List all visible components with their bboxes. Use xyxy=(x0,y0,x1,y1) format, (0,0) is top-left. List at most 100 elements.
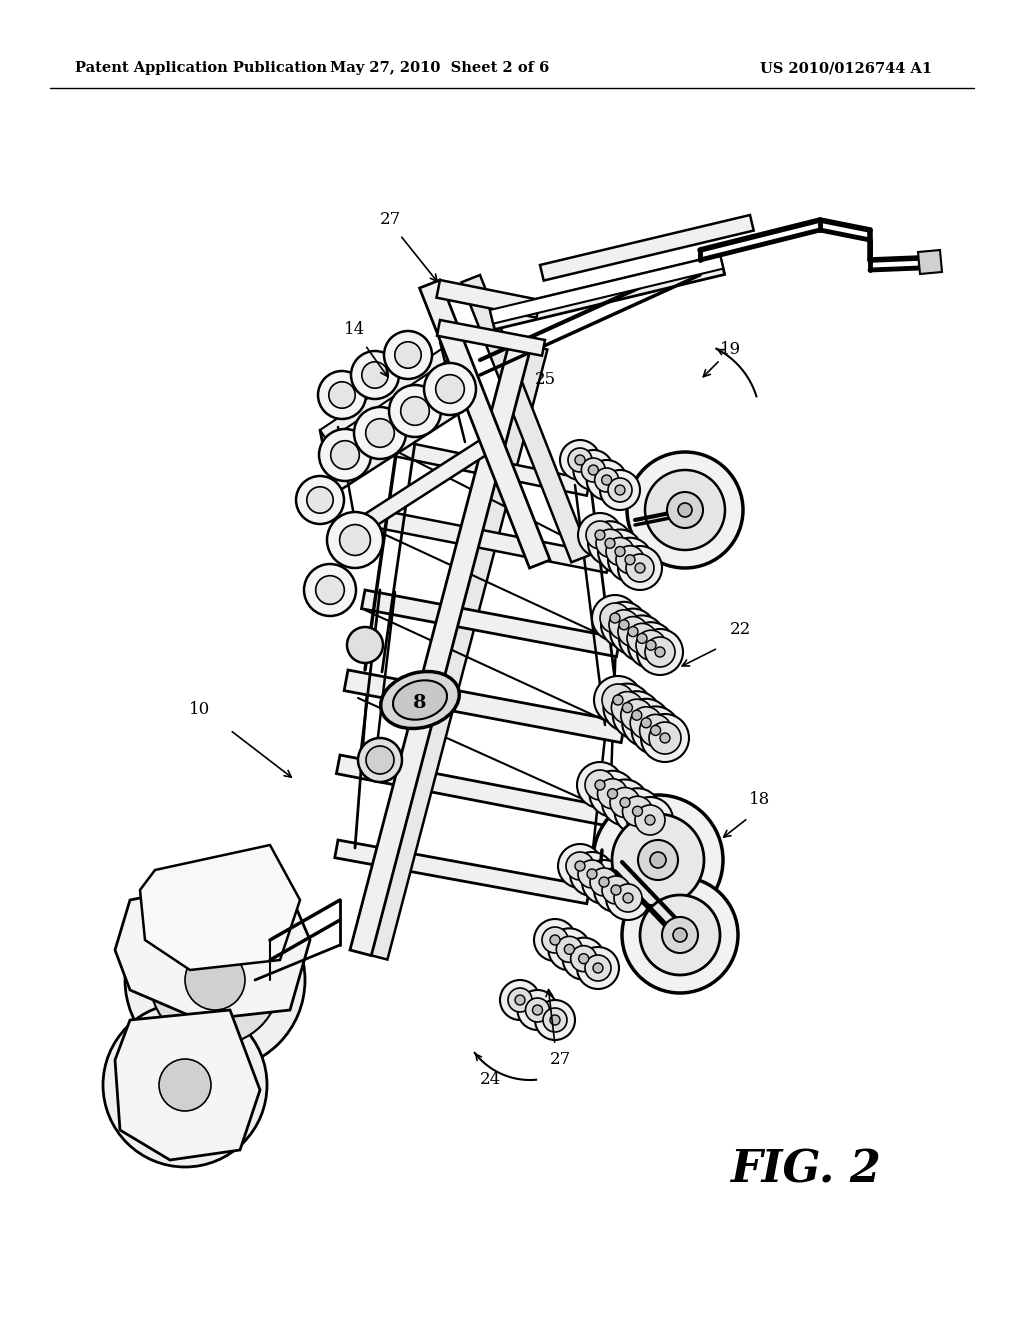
Circle shape xyxy=(602,780,648,825)
Circle shape xyxy=(558,843,602,888)
Circle shape xyxy=(594,869,638,912)
Circle shape xyxy=(384,331,432,379)
Text: 8: 8 xyxy=(414,694,427,711)
Circle shape xyxy=(618,616,648,647)
Circle shape xyxy=(366,418,394,447)
Circle shape xyxy=(366,746,394,774)
Ellipse shape xyxy=(393,680,447,719)
Circle shape xyxy=(612,692,660,739)
Circle shape xyxy=(400,397,429,425)
Circle shape xyxy=(627,623,657,653)
Circle shape xyxy=(582,458,605,482)
Polygon shape xyxy=(337,755,615,826)
Circle shape xyxy=(623,796,652,826)
Text: 22: 22 xyxy=(729,622,751,639)
Circle shape xyxy=(618,546,662,590)
Circle shape xyxy=(304,564,356,616)
Circle shape xyxy=(361,362,388,388)
Circle shape xyxy=(611,692,643,723)
Circle shape xyxy=(607,789,617,799)
Circle shape xyxy=(562,937,604,979)
Circle shape xyxy=(632,710,642,721)
Polygon shape xyxy=(437,319,545,355)
Circle shape xyxy=(623,702,633,713)
Text: 27: 27 xyxy=(379,211,400,228)
Circle shape xyxy=(595,780,605,789)
Circle shape xyxy=(650,726,660,735)
Circle shape xyxy=(606,876,650,920)
Polygon shape xyxy=(490,255,723,323)
Circle shape xyxy=(641,718,651,727)
Circle shape xyxy=(185,950,245,1010)
Circle shape xyxy=(508,987,532,1012)
Circle shape xyxy=(573,450,613,490)
Circle shape xyxy=(627,797,673,843)
Circle shape xyxy=(590,771,636,817)
Circle shape xyxy=(633,807,642,816)
Circle shape xyxy=(585,954,611,981)
Circle shape xyxy=(612,814,705,906)
Circle shape xyxy=(327,512,383,568)
Circle shape xyxy=(500,979,540,1020)
Polygon shape xyxy=(330,389,477,492)
Circle shape xyxy=(575,861,585,871)
Polygon shape xyxy=(918,249,942,275)
Text: 24: 24 xyxy=(479,1072,501,1089)
Text: 19: 19 xyxy=(720,342,740,359)
Circle shape xyxy=(548,928,590,970)
Circle shape xyxy=(632,706,680,755)
Circle shape xyxy=(637,634,647,643)
Circle shape xyxy=(159,1059,211,1111)
Circle shape xyxy=(645,638,675,667)
Text: FIG. 2: FIG. 2 xyxy=(730,1148,881,1192)
Circle shape xyxy=(564,944,574,954)
Circle shape xyxy=(628,622,674,668)
Circle shape xyxy=(623,894,633,903)
Circle shape xyxy=(550,935,560,945)
Circle shape xyxy=(655,647,665,657)
Circle shape xyxy=(630,706,663,739)
Circle shape xyxy=(608,537,652,582)
Circle shape xyxy=(597,779,628,809)
Circle shape xyxy=(623,698,670,747)
Circle shape xyxy=(673,928,687,942)
Circle shape xyxy=(610,609,656,655)
Circle shape xyxy=(618,615,665,661)
Circle shape xyxy=(605,539,615,548)
Circle shape xyxy=(315,576,344,605)
Text: May 27, 2010  Sheet 2 of 6: May 27, 2010 Sheet 2 of 6 xyxy=(331,61,550,75)
Circle shape xyxy=(593,795,723,925)
Circle shape xyxy=(611,884,621,895)
Circle shape xyxy=(606,537,634,565)
Circle shape xyxy=(329,381,355,408)
Polygon shape xyxy=(436,280,540,318)
Circle shape xyxy=(593,964,603,973)
Circle shape xyxy=(600,470,640,510)
Circle shape xyxy=(640,714,672,746)
Ellipse shape xyxy=(381,672,460,729)
Circle shape xyxy=(582,861,626,904)
Circle shape xyxy=(587,459,627,500)
Text: Patent Application Publication: Patent Application Publication xyxy=(75,61,327,75)
Circle shape xyxy=(615,484,625,495)
Circle shape xyxy=(590,869,618,896)
Polygon shape xyxy=(319,341,462,441)
Circle shape xyxy=(602,876,630,904)
Circle shape xyxy=(615,546,625,557)
Polygon shape xyxy=(540,215,754,281)
Circle shape xyxy=(150,915,280,1045)
Text: US 2010/0126744 A1: US 2010/0126744 A1 xyxy=(760,61,932,75)
Circle shape xyxy=(620,797,630,808)
Polygon shape xyxy=(392,440,590,496)
Circle shape xyxy=(570,945,597,972)
Polygon shape xyxy=(370,345,548,960)
Circle shape xyxy=(645,814,655,825)
Circle shape xyxy=(125,890,305,1071)
Circle shape xyxy=(626,554,654,582)
Circle shape xyxy=(340,524,371,556)
Polygon shape xyxy=(335,840,590,904)
Circle shape xyxy=(637,630,683,675)
Circle shape xyxy=(613,696,623,705)
Circle shape xyxy=(307,487,333,513)
Circle shape xyxy=(636,630,666,660)
